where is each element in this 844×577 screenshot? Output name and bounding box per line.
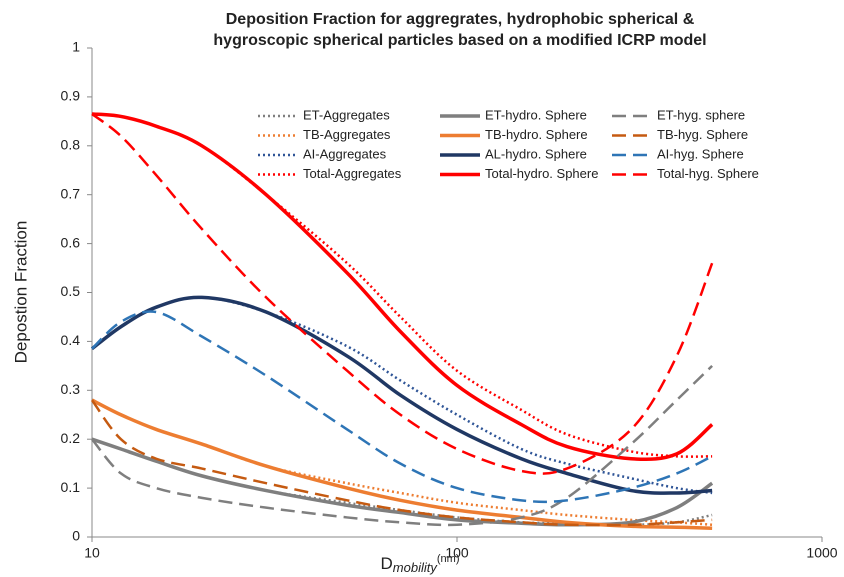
legend-label: ET-Aggregates — [303, 107, 390, 122]
y-tick-label: 0 — [72, 528, 80, 544]
y-tick-label: 0.9 — [61, 88, 81, 104]
legend-label: ET-hyg. sphere — [657, 107, 745, 122]
y-tick-label: 0.5 — [61, 283, 81, 299]
legend-label: TB-hyg. Sphere — [657, 127, 748, 142]
series-line — [91, 310, 713, 504]
series-line — [91, 113, 714, 475]
legend-label: AL-hydro. Sphere — [485, 146, 587, 161]
series-line — [91, 112, 714, 462]
x-tick-label: 1000 — [806, 545, 837, 561]
y-tick-label: 0.4 — [61, 332, 81, 348]
series-line — [91, 437, 714, 527]
y-tick-label: 0.2 — [61, 430, 81, 446]
chart-title: hygroscopic spherical particles based on… — [213, 32, 706, 49]
x-axis-title-unit: (nm) — [437, 553, 460, 565]
x-tick-label: 10 — [84, 545, 100, 561]
y-tick-label: 0.1 — [61, 479, 81, 495]
legend-label: ET-hydro. Sphere — [485, 107, 587, 122]
x-tick-label: 100 — [445, 545, 469, 561]
legend-label: Total-Aggregates — [303, 166, 402, 181]
y-axis-title: Depostion Fraction — [11, 221, 30, 364]
series-line — [90, 399, 713, 527]
series-line — [91, 112, 713, 458]
x-axis-title: Dmobility(nm) — [381, 553, 460, 576]
series-line — [91, 398, 713, 530]
x-axis-title-sub: mobility — [393, 560, 439, 575]
legend-label: Total-hydro. Sphere — [485, 166, 598, 181]
legend-label: AI-hyg. Sphere — [657, 146, 744, 161]
legend-label: AI-Aggregates — [303, 146, 387, 161]
y-tick-label: 0.8 — [61, 137, 81, 153]
x-axis-title-base: D — [381, 554, 393, 573]
series-line — [91, 398, 713, 527]
series-line — [90, 295, 713, 495]
legend-label: TB-Aggregates — [303, 127, 391, 142]
chart-title: Deposition Fraction for aggregrates, hyd… — [226, 11, 695, 28]
y-tick-label: 0.7 — [61, 185, 81, 201]
y-tick-label: 0.6 — [61, 234, 81, 250]
legend-label: TB-hydro. Sphere — [485, 127, 588, 142]
y-tick-label: 0.3 — [61, 381, 81, 397]
y-tick-label: 1 — [72, 39, 80, 55]
legend-label: Total-hyg. Sphere — [657, 166, 759, 181]
